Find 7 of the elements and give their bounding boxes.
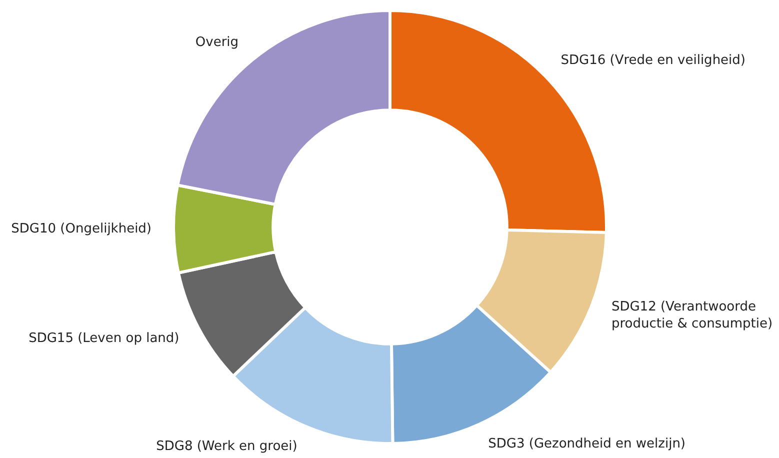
slice-label: SDG10 (Ongelijkheid) xyxy=(11,222,152,237)
slice-label: SDG12 (Verantwoorde productie & consumptie) xyxy=(611,299,773,332)
slice-label: SDG16 (Vrede en veiligheid) xyxy=(560,52,746,68)
slice-label: SDG15 (Leven op land) xyxy=(28,330,180,346)
slice-label: SDG8 (Werk en groei) xyxy=(156,439,298,454)
slice-label: Overig xyxy=(195,35,239,50)
slice-label: SDG3 (Gezondheid en welzijn) xyxy=(488,436,686,452)
